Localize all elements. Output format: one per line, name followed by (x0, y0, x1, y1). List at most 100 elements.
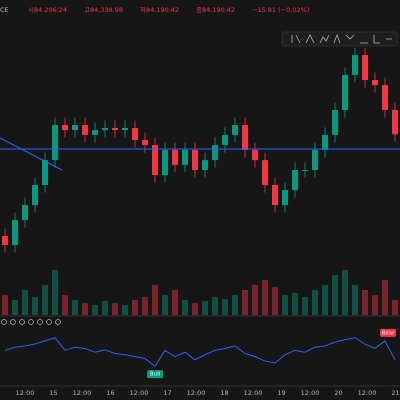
volume-bar (92, 305, 98, 315)
volume-bar (292, 293, 298, 315)
volume-bar (142, 297, 148, 315)
candle-body (82, 125, 88, 135)
candle-body (162, 149, 168, 176)
volume-bar (32, 297, 38, 315)
volume-bar (372, 295, 378, 315)
candle-body (172, 149, 178, 165)
candle-body (42, 160, 48, 185)
candle-body (282, 190, 288, 206)
volume-bar (82, 303, 88, 315)
candle-body (262, 160, 268, 185)
x-tick-label: 12:00 (187, 389, 206, 397)
bear-label: Bear (382, 330, 396, 336)
candle-body (202, 160, 208, 170)
candle-body (92, 130, 98, 135)
candle-body (72, 125, 78, 131)
volume-bar (362, 290, 368, 315)
bull-label: Bull (150, 372, 161, 378)
candle-body (22, 205, 28, 221)
change: −15.81 (−0.02%) (252, 6, 309, 14)
volume-bar (52, 270, 58, 315)
volume-bar (312, 290, 318, 315)
volume-bar (272, 287, 278, 315)
trend-line (0, 137, 63, 171)
bull-badge (147, 370, 163, 379)
candle-body (2, 236, 8, 245)
volume-bar (242, 290, 248, 315)
x-tick-label: 17 (163, 389, 171, 397)
x-tick-label: 12:00 (301, 389, 320, 397)
candle-body (132, 128, 138, 140)
symbol: CE (0, 6, 9, 14)
volume-bar (2, 295, 8, 315)
x-tick-label: 16 (106, 389, 114, 397)
candle-body (342, 74, 348, 110)
candle-body (212, 145, 218, 161)
bear-badge (380, 328, 396, 337)
volume-bar (122, 305, 128, 315)
candle-body (292, 170, 298, 191)
toolbar[interactable] (281, 31, 398, 47)
volume-bar (42, 285, 48, 315)
volume-bar (152, 285, 158, 315)
volume-bar (132, 300, 138, 315)
volume-bar (102, 301, 108, 315)
candle-body (382, 85, 388, 110)
volume-bar (342, 270, 348, 315)
candle-body (62, 125, 68, 131)
x-tick-label: 12:00 (358, 389, 377, 397)
x-tick-label: 12:00 (244, 389, 263, 397)
volume-bar (232, 295, 238, 315)
volume-bar (192, 303, 198, 315)
volume-bar (282, 295, 288, 315)
x-tick-label: 18 (220, 389, 228, 397)
candle-body (112, 128, 118, 131)
candle-body (12, 220, 18, 245)
volume-bar (182, 300, 188, 315)
volume-bar (392, 300, 398, 315)
rsi-line (4, 337, 396, 367)
candle-body (142, 140, 148, 146)
candle-body (332, 110, 338, 135)
candle-body (272, 185, 278, 206)
open: 시84,206.24 (28, 6, 67, 14)
candle-body (352, 55, 358, 75)
x-tick-label: 12:00 (73, 389, 92, 397)
volume-bar (352, 285, 358, 315)
volume-bar (382, 280, 388, 315)
x-tick-label: 19 (277, 389, 285, 397)
x-tick-label: 20 (334, 389, 342, 397)
volume-bar (252, 285, 258, 315)
volume-bar (222, 299, 228, 315)
high: 고84,338.98 (84, 6, 123, 14)
candle-body (232, 125, 238, 135)
candle-body (32, 185, 38, 206)
volume-bar (302, 297, 308, 315)
candle-body (192, 149, 198, 170)
candle-body (372, 80, 378, 86)
volume-bar (322, 285, 328, 315)
close: 종84,190.42 (196, 6, 235, 14)
low: 저84,190.42 (140, 5, 179, 14)
indicator-icons[interactable] (1, 319, 61, 325)
x-tick-label: 21 (391, 389, 399, 397)
candle-body (362, 55, 368, 80)
candle-body (52, 125, 58, 161)
volume-bar (202, 301, 208, 315)
x-tick-label: 12:00 (16, 389, 35, 397)
candle-body (312, 149, 318, 170)
volume-bar (72, 300, 78, 315)
candle-body (392, 110, 398, 135)
candle-body (322, 134, 328, 150)
candle-body (152, 145, 158, 176)
candle-body (302, 170, 308, 171)
volume-bar (12, 300, 18, 315)
candle-body (242, 125, 248, 150)
candle-body (182, 149, 188, 165)
candle-body (222, 134, 228, 146)
volume-bar (212, 297, 218, 315)
candle-body (102, 128, 108, 131)
x-tick-label: 15 (49, 389, 57, 397)
